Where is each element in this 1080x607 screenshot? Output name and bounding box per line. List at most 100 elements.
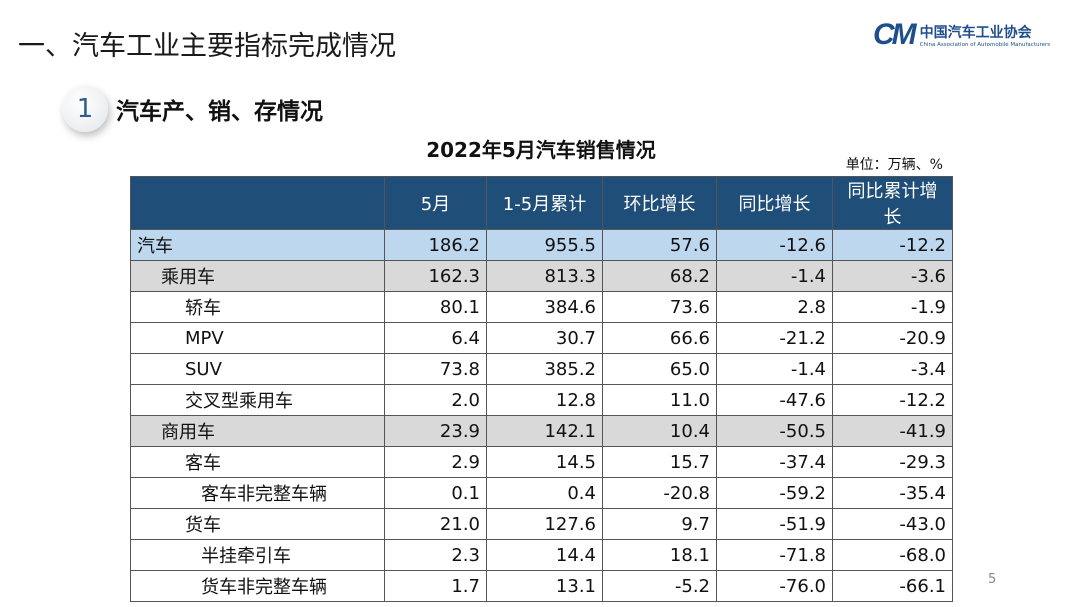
cell-value: -12.2 [832,229,953,261]
table-row: 客车非完整车辆 0.1 0.4 -20.8 -59.2 -35.4 [130,477,953,509]
cell-value: 73.8 [384,353,487,385]
table-header: 5月 1-5月累计 环比增长 同比增长 同比累计增长 [130,176,953,230]
table-row: 轿车 80.1 384.6 73.6 2.8 -1.9 [130,291,953,323]
section-label: 汽车产、销、存情况 [116,99,323,125]
row-label: 商用车 [130,415,385,447]
cell-value: 13.1 [486,570,603,602]
table-row: MPV 6.4 30.7 66.6 -21.2 -20.9 [130,322,953,354]
cell-value: -51.9 [716,508,833,540]
cell-value: 2.8 [716,291,833,323]
cell-value: 68.2 [602,260,717,292]
cell-value: -68.0 [832,539,953,571]
cell-value: 21.0 [384,508,487,540]
row-label: 客车非完整车辆 [130,477,385,509]
page-number: 5 [988,572,997,587]
cell-value: 0.1 [384,477,487,509]
section-number: 1 [62,86,108,132]
cell-value: 0.4 [486,477,603,509]
cell-value: -5.2 [602,570,717,602]
cell-value: 186.2 [384,229,487,261]
cell-value: -1.9 [832,291,953,323]
table-row: SUV 73.8 385.2 65.0 -1.4 -3.4 [130,353,953,385]
row-label: SUV [130,353,385,385]
cell-value: 80.1 [384,291,487,323]
column-header: 同比累计增长 [832,176,953,230]
cell-value: 142.1 [486,415,603,447]
row-label: 货车非完整车辆 [130,570,385,602]
cell-value: -12.2 [832,384,953,416]
row-label: 汽车 [130,229,385,261]
cell-value: 2.9 [384,446,487,478]
cell-value: 66.6 [602,322,717,354]
column-header [130,176,385,230]
unit-label: 单位：万辆、% [845,157,943,173]
table-row: 乘用车 162.3 813.3 68.2 -1.4 -3.6 [130,260,953,292]
cell-value: 14.5 [486,446,603,478]
cell-value: 73.6 [602,291,717,323]
cell-value: 162.3 [384,260,487,292]
cell-value: -12.6 [716,229,833,261]
cell-value: 65.0 [602,353,717,385]
cell-value: -41.9 [832,415,953,447]
cell-value: 2.3 [384,539,487,571]
column-header: 环比增长 [602,176,717,230]
cell-value: -66.1 [832,570,953,602]
column-header: 1-5月累计 [486,176,603,230]
cell-value: 11.0 [602,384,717,416]
cell-value: 1.7 [384,570,487,602]
cell-value: 30.7 [486,322,603,354]
table-row: 交叉型乘用车 2.0 12.8 11.0 -47.6 -12.2 [130,384,953,416]
cell-value: -59.2 [716,477,833,509]
row-label: 轿车 [130,291,385,323]
cell-value: 57.6 [602,229,717,261]
logo-mark: CM [873,18,917,51]
cell-value: -29.3 [832,446,953,478]
cell-value: 385.2 [486,353,603,385]
cell-value: 12.8 [486,384,603,416]
cell-value: -71.8 [716,539,833,571]
cell-value: -21.2 [716,322,833,354]
logo-cn: 中国汽车工业协会 [919,25,1032,41]
section-heading: 1 汽车产、销、存情况 [62,86,323,132]
row-label: MPV [130,322,385,354]
cell-value: 15.7 [602,446,717,478]
row-label: 交叉型乘用车 [130,384,385,416]
table-row: 汽车 186.2 955.5 57.6 -12.6 -12.2 [130,229,953,261]
cell-value: -35.4 [832,477,953,509]
cell-value: 127.6 [486,508,603,540]
row-label: 货车 [130,508,385,540]
cell-value: -3.4 [832,353,953,385]
cell-value: -20.9 [832,322,953,354]
cell-value: 18.1 [602,539,717,571]
cell-value: -37.4 [716,446,833,478]
row-label: 乘用车 [130,260,385,292]
cell-value: 813.3 [486,260,603,292]
cell-value: -3.6 [832,260,953,292]
cell-value: 10.4 [602,415,717,447]
cell-value: 2.0 [384,384,487,416]
table-row: 货车非完整车辆 1.7 13.1 -5.2 -76.0 -66.1 [130,570,953,602]
cell-value: 384.6 [486,291,603,323]
cell-value: 23.9 [384,415,487,447]
table-row: 客车 2.9 14.5 15.7 -37.4 -29.3 [130,446,953,478]
cell-value: -1.4 [716,353,833,385]
logo: CM 中国汽车工业协会 China Association of Automob… [873,18,1050,52]
row-label: 客车 [130,446,385,478]
table-row: 半挂牵引车 2.3 14.4 18.1 -71.8 -68.0 [130,539,953,571]
cell-value: -76.0 [716,570,833,602]
logo-en: China Association of Automobile Manufact… [919,42,1051,48]
row-label: 半挂牵引车 [130,539,385,571]
cell-value: 14.4 [486,539,603,571]
column-header: 5月 [384,176,487,230]
sales-table: 5月 1-5月累计 环比增长 同比增长 同比累计增长 汽车 186.2 955.5 57.6-… [130,176,953,602]
table-title: 2022年5月汽车销售情况 [426,138,656,162]
cell-value: -1.4 [716,260,833,292]
slide-title: 一、汽车工业主要指标完成情况 [18,31,396,62]
cell-value: 9.7 [602,508,717,540]
cell-value: -43.0 [832,508,953,540]
table-row: 货车 21.0 127.6 9.7 -51.9 -43.0 [130,508,953,540]
cell-value: -20.8 [602,477,717,509]
cell-value: 6.4 [384,322,487,354]
column-header: 同比增长 [716,176,833,230]
table-row: 商用车 23.9 142.1 10.4 -50.5 -41.9 [130,415,953,447]
